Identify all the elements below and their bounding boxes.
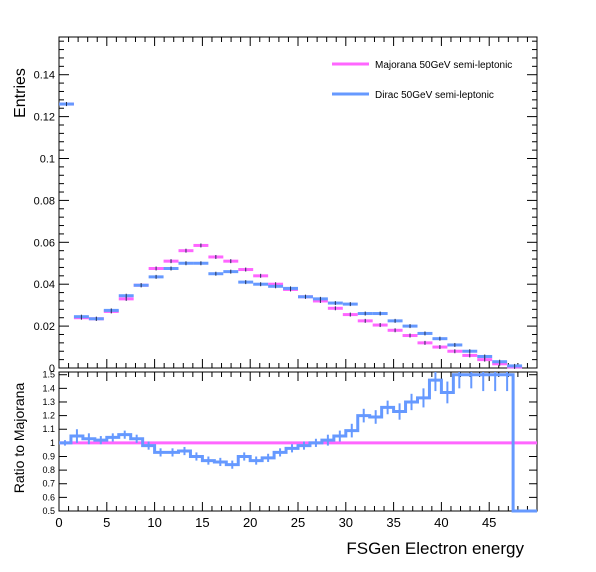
y-tick-label-top: 0.04 [34, 279, 55, 291]
y-tick-label-ratio: 1.5 [42, 370, 55, 380]
y-tick-label-top: 0.06 [34, 237, 55, 249]
y-tick-label-top: 0.08 [34, 195, 55, 207]
y-tick-label-ratio: 0.7 [42, 479, 55, 489]
legend-label-dirac: Dirac 50GeV semi-leptonic [375, 90, 494, 101]
y-tick-label-ratio: 1.4 [42, 383, 55, 393]
y-axis-title-entries: Entries [12, 68, 29, 118]
x-tick-label: 5 [103, 515, 110, 530]
ratio-pad: 0.5 0.6 0.7 0.8 0.9 1 1.1 1.2 1.3 1.4 1.5 0 5 10 15 20 2… [42, 370, 538, 530]
x-tick-label: 15 [195, 515, 209, 530]
x-tick-label: 35 [386, 515, 400, 530]
y-tick-label-top: 0.02 [34, 321, 55, 333]
y-tick-label-top: 0.1 [40, 154, 55, 166]
y-tick-label-ratio: 1 [50, 438, 55, 448]
top-frame [58, 36, 538, 369]
y-tick-label-ratio: 0.8 [42, 465, 55, 475]
x-axis-title: FSGen Electron energy [346, 539, 524, 558]
y-tick-label-ratio: 1.1 [42, 424, 55, 434]
x-tick-label: 0 [55, 515, 62, 530]
x-tick-label: 45 [482, 515, 496, 530]
series-majorana [59, 102, 523, 369]
y-axis-title-ratio: Ratio to Majorana [11, 383, 27, 494]
x-tick-label: 40 [434, 515, 448, 530]
y-tick-label-ratio: 1.3 [42, 397, 55, 407]
x-tick-label: 10 [147, 515, 161, 530]
y-tick-label-top: 0.12 [34, 112, 55, 124]
x-tick-label: 25 [291, 515, 305, 530]
legend-label-majorana: Majorana 50GeV semi-leptonic [375, 60, 512, 71]
series-dirac [59, 102, 523, 368]
main-histogram-pad: 0 0.02 0.04 0.06 0.08 0.1 0.12 0.14 [34, 36, 538, 375]
y-tick-label-top: 0 [49, 363, 55, 375]
legend: Majorana 50GeV semi-leptonic Dirac 50GeV… [332, 60, 512, 101]
x-tick-label: 30 [339, 515, 353, 530]
y-tick-label-ratio: 1.2 [42, 411, 55, 421]
x-tick-label: 20 [243, 515, 257, 530]
y-tick-label-top: 0.14 [34, 70, 55, 82]
y-tick-label-ratio: 0.5 [42, 506, 55, 516]
ratio-step-line [59, 373, 537, 513]
y-tick-label-ratio: 0.6 [42, 492, 55, 502]
y-tick-label-ratio: 0.9 [42, 451, 55, 461]
